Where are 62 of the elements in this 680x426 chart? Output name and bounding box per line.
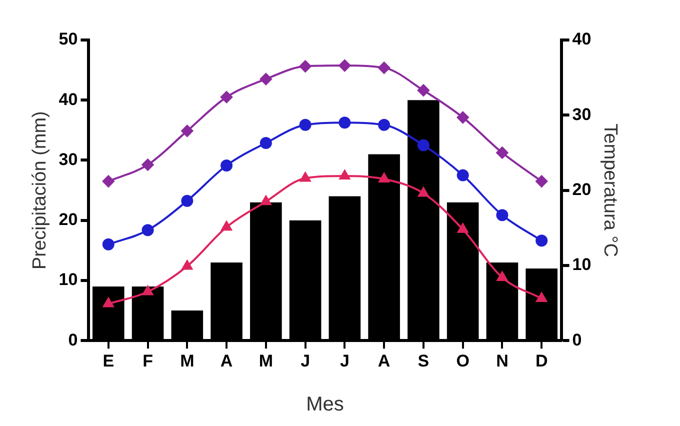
- point: [220, 160, 233, 172]
- point: [496, 209, 508, 222]
- x-tick-label: D: [535, 351, 548, 370]
- x-tick-label: S: [418, 351, 430, 370]
- point: [300, 172, 311, 182]
- y-tick-label: 20: [58, 210, 78, 230]
- x-tick-label: N: [496, 351, 508, 370]
- point: [182, 260, 192, 270]
- x-tick-label: M: [258, 351, 274, 370]
- point: [102, 238, 114, 250]
- point: [496, 271, 508, 281]
- point: [456, 111, 469, 124]
- point: [142, 286, 154, 296]
- y-tick-label: 10: [58, 270, 78, 290]
- point: [260, 136, 272, 149]
- x-axis-title: Mes: [306, 394, 344, 416]
- point: [142, 224, 154, 236]
- x-tick-label: A: [378, 351, 390, 370]
- point: [299, 60, 312, 72]
- point: [378, 118, 390, 131]
- point: [536, 234, 548, 247]
- point: [378, 62, 390, 74]
- point: [458, 223, 468, 233]
- point: [456, 169, 469, 182]
- x-tick-label: J: [340, 351, 350, 370]
- point: [418, 187, 429, 197]
- point: [181, 194, 194, 207]
- x-tick-label: J: [300, 351, 310, 370]
- x-tick-label: M: [180, 351, 194, 370]
- point: [220, 91, 233, 104]
- x-tick-label: A: [220, 351, 233, 370]
- point: [536, 175, 548, 188]
- y-tick-label: 50: [58, 30, 78, 49]
- point: [496, 146, 508, 159]
- point: [260, 73, 272, 86]
- point: [536, 292, 547, 302]
- point: [339, 170, 350, 180]
- point: [417, 139, 430, 152]
- point: [181, 124, 194, 137]
- point: [338, 60, 351, 72]
- y-axis-title: Precipitación (mm): [30, 111, 51, 270]
- point: [260, 196, 272, 206]
- x-tick-label: F: [142, 351, 153, 370]
- x-tick-label: O: [456, 351, 470, 370]
- y-tick-label: 0: [68, 330, 78, 350]
- point: [299, 118, 312, 131]
- point: [378, 173, 390, 183]
- point: [142, 158, 154, 171]
- y2-tick-label: 20: [572, 180, 592, 199]
- x-tick-label: E: [102, 351, 114, 370]
- y2-tick-label: 40: [572, 30, 592, 49]
- point: [417, 84, 430, 96]
- point: [338, 116, 351, 129]
- y2-axis-title: Temperatura °C: [599, 124, 620, 257]
- y2-tick-label: 10: [572, 255, 592, 274]
- y-tick-label: 40: [58, 90, 78, 109]
- point: [103, 298, 114, 308]
- y2-tick-label: 0: [572, 330, 582, 350]
- point: [221, 221, 232, 231]
- y-tick-label: 30: [58, 150, 78, 169]
- y2-tick-label: 30: [572, 104, 592, 124]
- point: [102, 175, 114, 188]
